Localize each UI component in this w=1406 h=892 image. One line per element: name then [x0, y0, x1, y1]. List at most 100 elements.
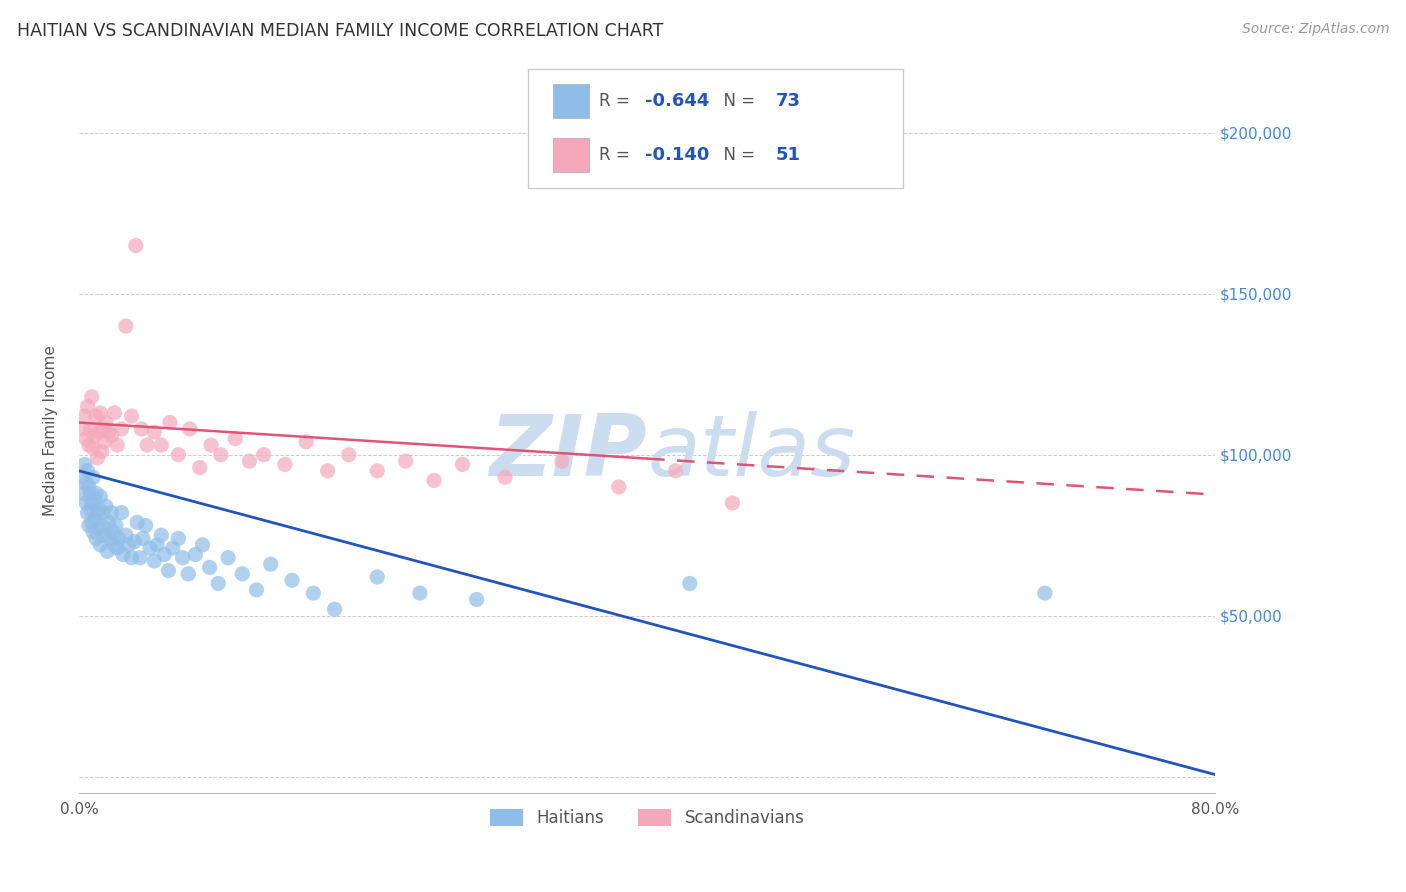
Point	[302, 586, 325, 600]
Point	[465, 592, 488, 607]
Y-axis label: Median Family Income: Median Family Income	[44, 345, 58, 516]
Point	[72, 422, 94, 436]
Point	[73, 458, 96, 472]
Point	[76, 506, 98, 520]
Point	[84, 532, 107, 546]
Point	[77, 480, 100, 494]
Point	[83, 512, 105, 526]
Point	[83, 492, 105, 507]
Point	[75, 496, 97, 510]
Point	[198, 560, 221, 574]
Point	[94, 416, 117, 430]
Point	[89, 406, 111, 420]
Point	[70, 470, 93, 484]
Point	[679, 576, 702, 591]
Point	[664, 464, 686, 478]
Point	[721, 496, 744, 510]
FancyBboxPatch shape	[527, 69, 903, 188]
Text: HAITIAN VS SCANDINAVIAN MEDIAN FAMILY INCOME CORRELATION CHART: HAITIAN VS SCANDINAVIAN MEDIAN FAMILY IN…	[17, 22, 664, 40]
Point	[150, 528, 173, 542]
Point	[110, 506, 132, 520]
Point	[84, 486, 107, 500]
Point	[159, 416, 181, 430]
Point	[72, 486, 94, 500]
Point	[129, 550, 152, 565]
Point	[172, 550, 194, 565]
Point	[121, 550, 143, 565]
Point	[274, 458, 297, 472]
Point	[200, 438, 222, 452]
Point	[238, 454, 260, 468]
Point	[93, 528, 115, 542]
Point	[125, 238, 148, 252]
Point	[104, 518, 127, 533]
Point	[366, 464, 388, 478]
Point	[90, 518, 112, 533]
Point	[121, 409, 143, 423]
Point	[97, 425, 120, 440]
Point	[295, 434, 318, 449]
Point	[84, 409, 107, 423]
Text: 73: 73	[776, 93, 800, 111]
Legend: Haitians, Scandinavians: Haitians, Scandinavians	[482, 800, 813, 835]
Point	[87, 522, 110, 536]
Point	[75, 476, 97, 491]
Point	[207, 576, 229, 591]
Point	[451, 458, 474, 472]
Point	[80, 516, 103, 530]
Point	[103, 538, 125, 552]
Point	[252, 448, 274, 462]
Point	[80, 390, 103, 404]
Point	[82, 470, 104, 484]
Point	[167, 448, 190, 462]
Point	[91, 506, 114, 520]
Point	[79, 486, 101, 500]
Point	[551, 454, 574, 468]
Point	[98, 532, 121, 546]
Point	[1033, 586, 1056, 600]
Point	[135, 518, 157, 533]
Point	[150, 438, 173, 452]
Point	[188, 460, 211, 475]
Point	[86, 450, 108, 465]
Point	[93, 434, 115, 449]
Point	[105, 541, 128, 555]
Point	[94, 500, 117, 514]
Point	[260, 557, 283, 571]
Point	[607, 480, 630, 494]
Point	[110, 422, 132, 436]
Point	[153, 548, 176, 562]
Point	[86, 506, 108, 520]
Text: R =: R =	[599, 146, 636, 164]
Point	[79, 502, 101, 516]
Point	[97, 516, 120, 530]
Point	[217, 550, 239, 565]
Point	[77, 518, 100, 533]
Point	[316, 464, 339, 478]
Point	[101, 524, 124, 539]
Point	[132, 532, 155, 546]
Point	[139, 541, 162, 555]
Point	[114, 528, 136, 542]
Point	[423, 474, 446, 488]
Text: R =: R =	[599, 93, 636, 111]
Point	[157, 564, 180, 578]
Point	[96, 544, 118, 558]
Point	[89, 538, 111, 552]
Point	[209, 448, 232, 462]
Point	[118, 538, 141, 552]
Point	[103, 406, 125, 420]
Point	[167, 532, 190, 546]
Point	[87, 425, 110, 440]
Point	[79, 422, 101, 436]
Point	[73, 409, 96, 423]
Text: N =: N =	[713, 146, 761, 164]
Point	[91, 422, 114, 436]
Point	[162, 541, 184, 555]
Point	[281, 573, 304, 587]
Point	[224, 432, 246, 446]
Point	[87, 502, 110, 516]
Point	[337, 448, 360, 462]
Point	[89, 490, 111, 504]
Point	[143, 425, 166, 440]
